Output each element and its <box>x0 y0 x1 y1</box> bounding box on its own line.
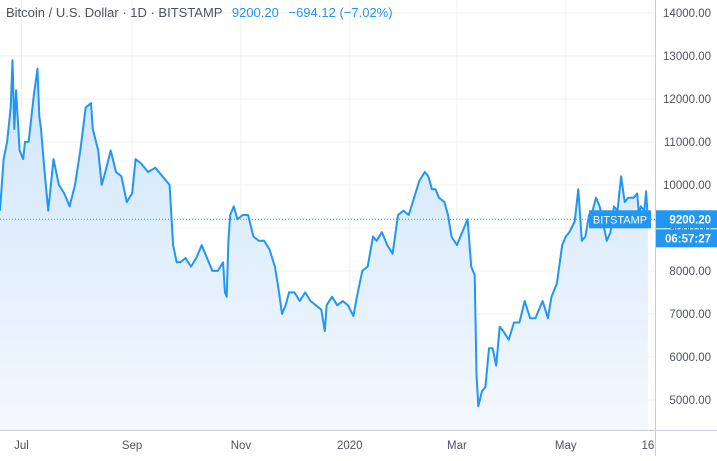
exchange-label: BITSTAMP <box>593 214 647 226</box>
y-tick-label: 5000.00 <box>669 395 711 407</box>
countdown-box <box>656 229 717 248</box>
price-change: −694.12 (−7.02%) <box>288 5 393 20</box>
x-tick-label: Jul <box>14 440 29 452</box>
price-marker-value: 9200.20 <box>669 214 711 226</box>
y-tick-label: 7000.00 <box>669 309 711 321</box>
y-tick-label: 13000.00 <box>663 51 711 63</box>
x-tick-label: May <box>555 440 577 452</box>
symbol-title: Bitcoin / U.S. Dollar · 1D · BITSTAMP <box>6 5 223 20</box>
y-tick-label: 14000.00 <box>663 8 711 20</box>
x-tick-label: Sep <box>122 440 142 452</box>
last-price: 9200.20 <box>231 5 279 20</box>
y-tick-label: 8000.00 <box>669 266 711 278</box>
bar-countdown: 06:57:27 <box>665 233 711 245</box>
y-tick-label: 6000.00 <box>669 352 711 364</box>
y-tick-label: 10000.00 <box>663 180 711 192</box>
x-tick-label: 2020 <box>337 440 363 452</box>
x-tick-label: 16 <box>641 440 654 452</box>
price-area <box>0 60 648 430</box>
x-tick-label: Nov <box>231 440 252 452</box>
y-tick-label: 11000.00 <box>664 137 711 149</box>
price-marker-box <box>656 210 717 229</box>
y-tick-label: 12000.00 <box>663 94 711 106</box>
exchange-label-box <box>589 210 651 229</box>
x-tick-label: Mar <box>447 440 467 452</box>
price-line <box>0 59 649 408</box>
symbol-header: Bitcoin / U.S. Dollar · 1D · BITSTAMP 92… <box>6 5 393 20</box>
